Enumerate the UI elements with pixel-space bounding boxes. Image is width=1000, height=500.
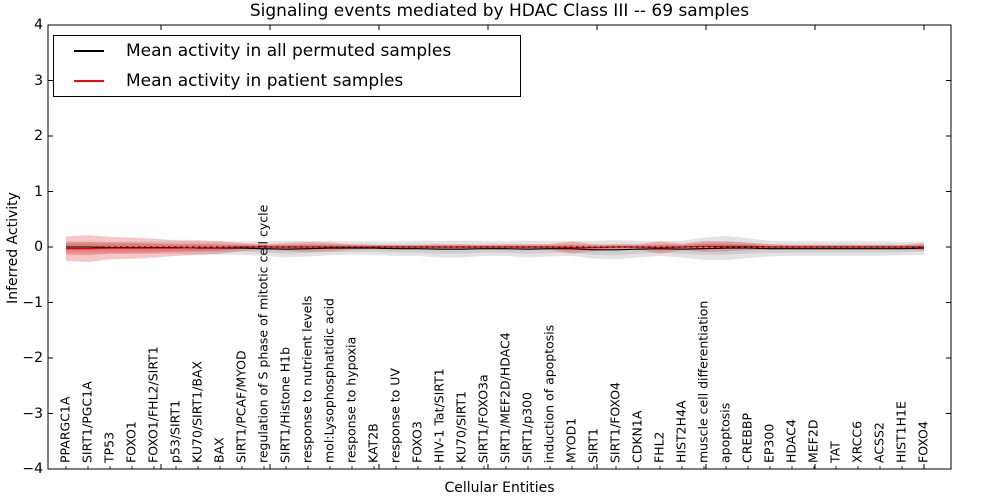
y-tick-label: 0 — [34, 239, 43, 255]
x-category-label: SIRT1/PCAF/MYOD — [234, 350, 249, 463]
x-category-label: regulation of S phase of mitotic cell cy… — [256, 204, 271, 463]
x-category-label: SIRT1 — [586, 428, 601, 463]
x-category-label: SIRT1/PGC1A — [80, 381, 95, 463]
x-category-label: mol:Lysophosphatidic acid — [322, 298, 337, 463]
chart-title: Signaling events mediated by HDAC Class … — [249, 1, 750, 21]
x-axis-label: Cellular Entities — [444, 480, 555, 496]
x-category-label: XRCC6 — [850, 421, 865, 463]
x-category-label: PPARGC1A — [58, 396, 73, 463]
legend-label-permuted: Mean activity in all permuted samples — [126, 41, 452, 62]
x-category-label: muscle cell differentiation — [696, 301, 711, 463]
x-category-label: FOXO1/FHL2/SIRT1 — [146, 346, 161, 463]
y-tick-label: 1 — [34, 183, 43, 200]
y-tick-label: −2 — [22, 350, 43, 366]
x-category-label: ACSS2 — [872, 422, 887, 463]
x-category-label: SIRT1/FOXO4 — [608, 382, 623, 463]
y-tick-label: −1 — [22, 294, 43, 311]
permuted-line-sample — [74, 50, 104, 53]
y-tick-label: 3 — [34, 72, 43, 89]
x-category-label: HIV-1 Tat/SIRT1 — [432, 368, 447, 463]
patient-band-core — [66, 242, 924, 256]
x-category-label: HIST2H4A — [674, 400, 689, 463]
x-category-label: response to hypoxia — [344, 337, 359, 463]
legend-item-patient: Mean activity in patient samples — [54, 67, 520, 95]
x-category-label: p53/SIRT1 — [168, 400, 183, 463]
x-category-label: response to nutrient levels — [300, 296, 315, 463]
x-category-label: SIRT1/MEF2D/HDAC4 — [498, 332, 513, 463]
patient-line-sample — [74, 79, 104, 82]
x-category-label: KU70/SIRT1/BAX — [190, 361, 205, 463]
y-tick-label: −4 — [22, 461, 43, 477]
x-category-label: FOXO4 — [916, 421, 931, 463]
x-category-label: HDAC4 — [784, 419, 799, 463]
x-category-label: FHL2 — [652, 431, 667, 463]
y-tick-label: 2 — [34, 128, 43, 144]
y-tick-label: −3 — [22, 405, 43, 422]
x-category-label: SIRT1/Histone H1b — [278, 347, 293, 463]
y-tick-label: 4 — [34, 17, 43, 33]
x-category-label: apoptosis — [718, 403, 733, 463]
x-category-label: HIST1H1E — [894, 401, 909, 463]
x-category-label: response to UV — [388, 368, 403, 463]
x-category-label: TAT — [828, 441, 843, 464]
legend-label-patient: Mean activity in patient samples — [126, 70, 404, 91]
x-category-label: SIRT1/FOXO3a — [476, 374, 491, 463]
x-category-label: induction of apoptosis — [542, 325, 557, 463]
x-category-label: KU70/SIRT1 — [454, 391, 469, 463]
permuted-band — [66, 235, 924, 261]
x-category-label: CREBBP — [740, 413, 755, 463]
x-category-label: SIRT1/p300 — [520, 392, 535, 463]
x-category-label: FOXO1 — [124, 421, 139, 463]
legend: Mean activity in all permuted samples Me… — [53, 35, 521, 97]
x-category-label: FOXO3 — [410, 421, 425, 463]
legend-item-permuted: Mean activity in all permuted samples — [54, 37, 520, 65]
x-category-label: BAX — [212, 437, 227, 463]
x-category-label: MYOD1 — [564, 418, 579, 463]
x-category-label: TP53 — [102, 432, 117, 464]
x-category-label: KAT2B — [366, 423, 381, 463]
x-category-label: MEF2D — [806, 420, 821, 463]
x-category-label: CDKN1A — [630, 410, 645, 463]
x-category-label: EP300 — [762, 424, 777, 463]
